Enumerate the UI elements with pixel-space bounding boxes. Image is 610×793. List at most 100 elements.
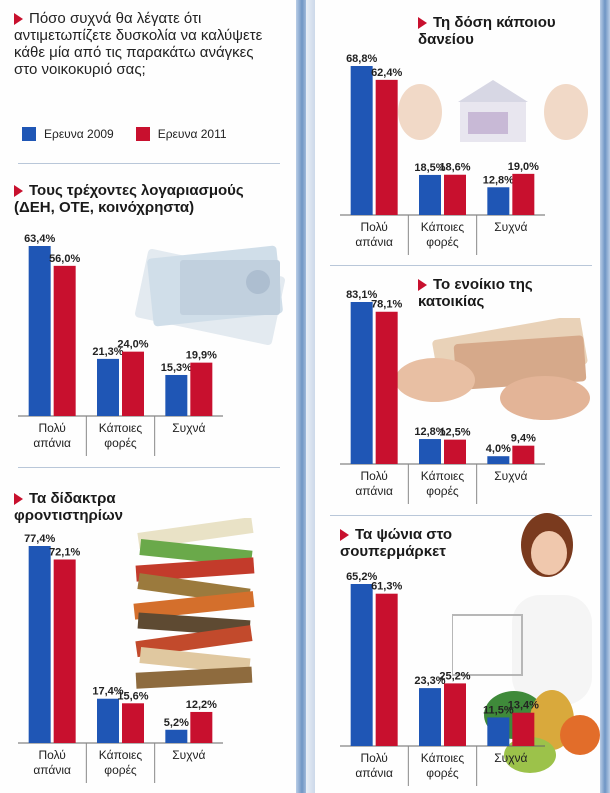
category-label: Κάποιες φορές bbox=[99, 421, 143, 450]
legend-label-2011: Ερευνα 2011 bbox=[157, 127, 227, 141]
triangle-bullet-icon bbox=[14, 493, 23, 506]
bar-2011-2 bbox=[190, 711, 213, 743]
category-label: Συχνά bbox=[494, 220, 527, 234]
chart-4-title: Το ενοίκιο της κατοικίας bbox=[418, 276, 578, 310]
data-label: 18,6% bbox=[439, 162, 470, 174]
hands-counting-money-illustration bbox=[395, 318, 590, 420]
category-label: Κάποιες φορές bbox=[421, 751, 465, 780]
chart-5-title: Τα ψώνια στο σουπερμάρκετ bbox=[340, 526, 510, 560]
category-label: Κάποιες φορές bbox=[99, 748, 143, 777]
data-label: 72,1% bbox=[49, 546, 80, 558]
bar-2011-2 bbox=[512, 173, 535, 215]
data-label: 17,4% bbox=[92, 686, 123, 698]
data-label: 9,4% bbox=[511, 433, 536, 445]
bar-2009-2 bbox=[165, 374, 188, 416]
category-label: Συχνά bbox=[172, 421, 205, 435]
data-label: 78,1% bbox=[371, 299, 402, 311]
data-label: 63,4% bbox=[24, 233, 55, 245]
bar-2009-0 bbox=[350, 66, 373, 215]
data-label: 18,5% bbox=[414, 162, 445, 174]
legend-label-2009: Ερευνα 2009 bbox=[44, 127, 114, 141]
intro-question-text: Πόσο συχνά θα λέγατε ότι αντιμετωπίζετε … bbox=[14, 10, 263, 78]
divider-3 bbox=[330, 265, 592, 266]
chart-1: 63,4% 56,0% Πολύ απάνια 21,3%24,0% Κάποιες φορ… bbox=[18, 233, 223, 456]
bar-2011-2 bbox=[190, 362, 213, 416]
chart-5: 65,2%61,3% Πολύ απάνια 23,3%25,2% Κάποιες φορ… bbox=[340, 571, 545, 786]
category-label: Συχνά bbox=[494, 751, 527, 765]
data-label: 62,4% bbox=[371, 67, 402, 79]
data-label: 56,0% bbox=[49, 253, 80, 265]
bar-2011-0 bbox=[53, 559, 76, 743]
bar-2009-1 bbox=[419, 439, 441, 464]
bar-2009-1 bbox=[419, 174, 441, 215]
left-gutter bbox=[296, 0, 308, 793]
bar-2009-2 bbox=[487, 456, 510, 464]
chart-3-title: Τη δόση κάποιου δανείου bbox=[418, 14, 583, 48]
intro-question: Πόσο συχνά θα λέγατε ότι αντιμετωπίζετε … bbox=[14, 10, 274, 78]
category-label: Κάποιες φορές bbox=[421, 220, 465, 249]
data-label: 15,3% bbox=[161, 362, 192, 374]
bar-2009-0 bbox=[28, 246, 51, 416]
data-label: 19,9% bbox=[186, 350, 217, 362]
legend: Ερευνα 2009 Ερευνα 2011 bbox=[22, 127, 227, 141]
bar-2009-1 bbox=[97, 358, 119, 416]
bar-2011-0 bbox=[375, 311, 398, 464]
category-label: Συχνά bbox=[172, 748, 205, 762]
bar-2011-1 bbox=[122, 703, 144, 743]
data-label: 83,1% bbox=[346, 289, 377, 301]
data-label: 11,5% bbox=[483, 704, 514, 716]
legend-swatch-blue-icon bbox=[22, 127, 36, 141]
bar-2011-0 bbox=[375, 593, 398, 746]
bar-2011-1 bbox=[122, 351, 144, 416]
category-label: Πολύ απάνια bbox=[355, 751, 393, 780]
middle-gutter bbox=[306, 0, 316, 793]
data-label: 68,8% bbox=[346, 53, 377, 65]
data-label: 21,3% bbox=[92, 346, 123, 358]
bar-2009-1 bbox=[97, 698, 119, 743]
bar-2011-0 bbox=[375, 79, 398, 215]
data-label: 12,2% bbox=[186, 699, 217, 711]
legend-item-2011: Ερευνα 2011 bbox=[135, 127, 227, 141]
category-label: Κάποιες φορές bbox=[421, 469, 465, 498]
legend-swatch-red-icon bbox=[135, 127, 150, 141]
data-label: 12,5% bbox=[439, 427, 470, 439]
bar-2009-0 bbox=[350, 584, 373, 746]
data-label: 5,2% bbox=[164, 717, 189, 729]
chart-1-title-text: Τους τρέχοντες λογαριασμούς (ΔΕΗ, ΟΤΕ, κ… bbox=[14, 182, 244, 216]
bar-2009-1 bbox=[419, 688, 441, 746]
triangle-bullet-icon bbox=[340, 529, 349, 542]
data-label: 4,0% bbox=[486, 443, 511, 455]
divider-4 bbox=[330, 515, 592, 516]
chart-5-title-text: Τα ψώνια στο σουπερμάρκετ bbox=[340, 526, 453, 560]
bar-2009-2 bbox=[165, 729, 188, 743]
bar-2009-0 bbox=[28, 546, 51, 743]
bar-2011-0 bbox=[53, 265, 76, 416]
category-label: Πολύ απάνια bbox=[355, 220, 393, 249]
triangle-bullet-icon bbox=[418, 17, 427, 30]
bar-2009-2 bbox=[487, 187, 510, 215]
divider-1 bbox=[18, 163, 280, 164]
legend-item-2009: Ερευνα 2009 bbox=[22, 127, 114, 141]
bar-2011-2 bbox=[512, 445, 535, 464]
data-label: 61,3% bbox=[371, 581, 402, 593]
data-label: 65,2% bbox=[346, 571, 377, 583]
triangle-bullet-icon bbox=[14, 13, 23, 26]
data-label: 23,3% bbox=[414, 675, 445, 687]
chart-2-title: Τα δίδακτρα φροντιστηρίων bbox=[14, 490, 164, 524]
category-label: Συχνά bbox=[494, 469, 527, 483]
bar-2011-2 bbox=[512, 712, 535, 746]
bar-2011-1 bbox=[444, 439, 466, 464]
chart-1-title: Τους τρέχοντες λογαριασμούς (ΔΕΗ, ΟΤΕ, κ… bbox=[14, 182, 284, 216]
divider-2 bbox=[18, 467, 280, 468]
triangle-bullet-icon bbox=[418, 279, 427, 292]
data-label: 12,8% bbox=[483, 174, 514, 186]
triangle-bullet-icon bbox=[14, 185, 23, 198]
banknotes-illustration bbox=[134, 245, 286, 346]
chart-4-title-text: Το ενοίκιο της κατοικίας bbox=[418, 276, 533, 310]
chart-2-title-text: Τα δίδακτρα φροντιστηρίων bbox=[14, 490, 123, 524]
category-label: Πολύ απάνια bbox=[33, 748, 71, 777]
books-stack-illustration bbox=[133, 518, 255, 689]
data-label: 77,4% bbox=[24, 533, 55, 545]
right-gutter bbox=[600, 0, 610, 793]
house-money-illustration bbox=[398, 80, 588, 142]
